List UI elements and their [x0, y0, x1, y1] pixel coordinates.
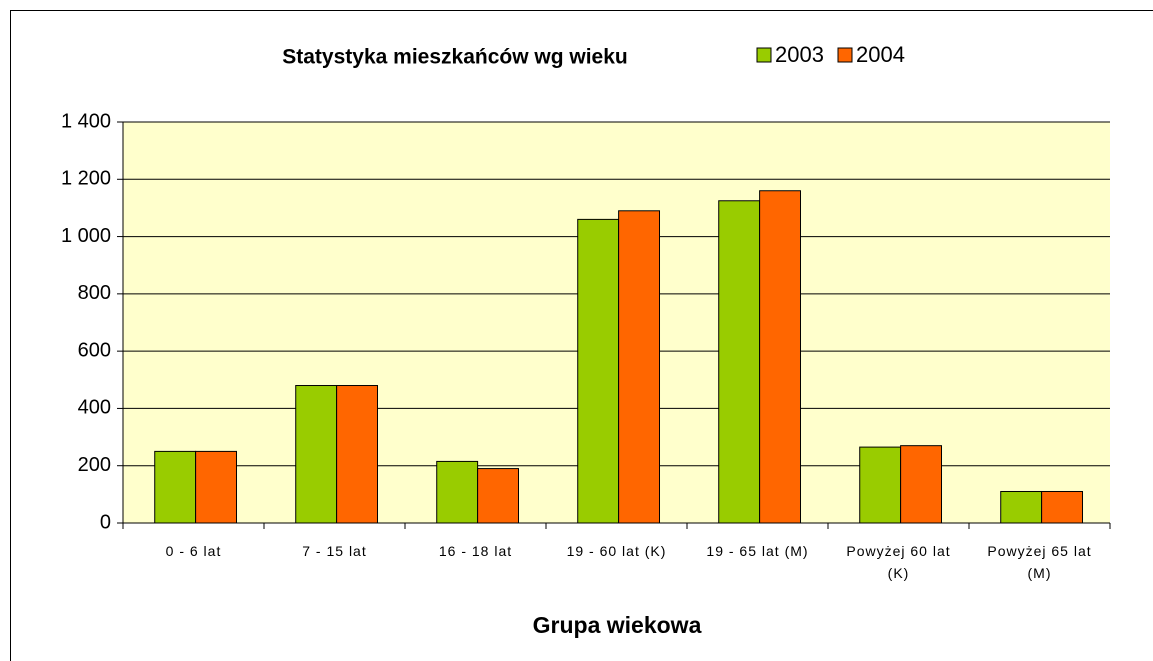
y-tick-label: 600	[78, 339, 111, 361]
legend-label: 2003	[775, 42, 824, 67]
legend-label: 2004	[856, 42, 905, 67]
y-tick-label: 1 400	[61, 110, 111, 132]
bar	[1000, 490, 1043, 524]
x-tick-label: 0 - 6 lat	[165, 543, 222, 559]
y-tick-label: 400	[78, 397, 111, 419]
bar	[577, 218, 620, 524]
y-tick-label: 200	[78, 454, 111, 476]
bar	[900, 445, 943, 524]
bar	[195, 450, 238, 524]
bar	[618, 210, 661, 524]
bar	[477, 468, 520, 524]
x-tick-label: Powyżej 65 lat (M)	[987, 543, 1092, 581]
bar	[859, 446, 902, 524]
bar	[718, 200, 761, 524]
bar	[295, 385, 338, 524]
x-axis-title: Grupa wiekowa	[533, 612, 702, 638]
y-tick-label: 1 000	[61, 225, 111, 247]
y-tick-label: 800	[78, 282, 111, 304]
bar	[154, 450, 197, 524]
x-tick-label: 16 - 18 lat	[438, 543, 513, 559]
y-tick-label: 1 200	[61, 168, 111, 190]
legend-swatch	[837, 47, 853, 63]
chart-title: Statystyka mieszkańców wg wieku	[282, 46, 627, 69]
bar	[1041, 490, 1084, 524]
bar	[336, 385, 379, 524]
bar	[759, 190, 802, 524]
x-tick-label: 19 - 65 lat (M)	[706, 543, 809, 559]
bar	[436, 460, 479, 524]
y-tick-label: 0	[100, 511, 111, 533]
legend-swatch	[756, 47, 772, 63]
x-tick-label: 7 - 15 lat	[302, 543, 367, 559]
x-tick-label: 19 - 60 lat (K)	[566, 543, 667, 559]
x-tick-label: Powyżej 60 lat (K)	[846, 543, 951, 581]
